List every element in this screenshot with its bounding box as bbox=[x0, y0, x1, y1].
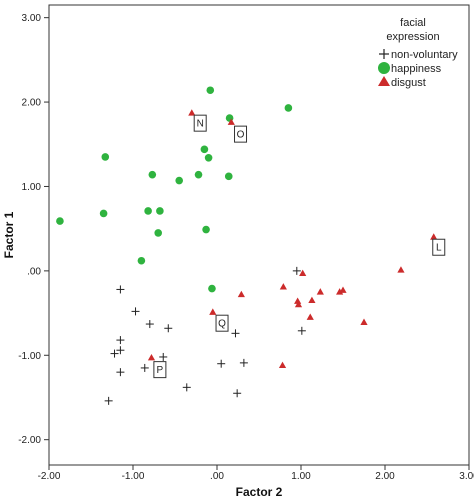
data-point bbox=[284, 104, 293, 112]
legend-plus-icon bbox=[379, 49, 389, 59]
data-point bbox=[159, 352, 168, 361]
data-points bbox=[56, 86, 438, 405]
data-point bbox=[206, 86, 215, 95]
data-point bbox=[131, 307, 140, 316]
y-tick-label: -1.00 bbox=[18, 351, 41, 362]
x-tick-label: -2.00 bbox=[38, 471, 61, 482]
data-point bbox=[182, 383, 191, 392]
annotation-label: Q bbox=[218, 319, 226, 330]
y-tick-label: -2.00 bbox=[18, 435, 41, 446]
data-point bbox=[224, 172, 233, 181]
data-point bbox=[308, 296, 316, 304]
data-point bbox=[299, 269, 307, 277]
data-point bbox=[217, 359, 226, 368]
data-point bbox=[101, 153, 110, 161]
annotation-box: N bbox=[193, 114, 207, 132]
legend-label: non-voluntary bbox=[391, 49, 458, 61]
data-point bbox=[209, 308, 217, 315]
data-point bbox=[294, 297, 302, 304]
x-axis-title: Factor 2 bbox=[236, 485, 283, 499]
data-point bbox=[144, 207, 152, 215]
annotation-label: L bbox=[436, 243, 442, 254]
legend-circle-icon bbox=[378, 62, 390, 74]
series-non-voluntary bbox=[104, 266, 306, 405]
series-happiness bbox=[56, 86, 293, 293]
series-disgust bbox=[147, 109, 438, 369]
data-point bbox=[227, 118, 235, 125]
legend-label: happiness bbox=[391, 63, 442, 75]
legend-entry: happiness bbox=[378, 62, 442, 75]
data-point bbox=[279, 283, 287, 290]
y-tick-label: 2.00 bbox=[22, 98, 42, 109]
data-point bbox=[294, 300, 303, 308]
data-point bbox=[147, 354, 156, 361]
data-point bbox=[292, 266, 301, 275]
plot-frame bbox=[48, 4, 470, 466]
y-tick-label: 3.00 bbox=[22, 13, 42, 24]
data-point bbox=[306, 313, 314, 320]
x-axis-ticks: -2.00 -1.00 .00 1.00 2.00 3.00 bbox=[38, 465, 474, 482]
legend-title-line-2: expression bbox=[386, 31, 439, 43]
data-point bbox=[116, 285, 125, 294]
data-point bbox=[148, 170, 157, 179]
data-point bbox=[297, 326, 306, 335]
data-point bbox=[202, 225, 210, 234]
data-point bbox=[156, 207, 164, 215]
data-point bbox=[154, 229, 162, 237]
legend-entry: non-voluntary bbox=[379, 49, 458, 61]
data-point bbox=[145, 320, 154, 329]
data-point bbox=[116, 368, 125, 377]
annotation-box: O bbox=[234, 125, 248, 143]
data-point bbox=[233, 389, 242, 398]
data-point bbox=[208, 284, 216, 293]
data-point bbox=[316, 288, 324, 295]
data-point bbox=[116, 346, 125, 355]
data-point bbox=[239, 358, 248, 367]
x-tick-label: 2.00 bbox=[375, 471, 395, 482]
annotation-box: Q bbox=[215, 314, 229, 332]
data-point bbox=[204, 153, 213, 162]
data-point bbox=[194, 170, 203, 179]
legend-triangle-icon bbox=[378, 76, 390, 86]
legend-label: disgust bbox=[391, 77, 426, 89]
x-tick-label: 3.00 bbox=[459, 471, 474, 482]
data-point bbox=[360, 318, 368, 325]
data-point bbox=[116, 336, 125, 345]
data-point bbox=[140, 363, 149, 372]
annotation-label: P bbox=[157, 365, 164, 376]
data-point bbox=[200, 145, 209, 154]
annotation-box: P bbox=[153, 361, 167, 379]
data-point bbox=[237, 290, 245, 298]
point-annotations: N O L Q P bbox=[153, 114, 446, 379]
data-point bbox=[278, 361, 287, 369]
data-point bbox=[137, 256, 146, 265]
x-tick-label: -1.00 bbox=[122, 471, 145, 482]
y-axis-ticks: -2.00 -1.00 .00 1.00 2.00 3.00 bbox=[18, 13, 49, 446]
data-point bbox=[231, 329, 240, 338]
legend-entry: disgust bbox=[378, 76, 426, 89]
y-tick-label: .00 bbox=[27, 266, 41, 277]
data-point bbox=[430, 233, 438, 240]
x-tick-label: 1.00 bbox=[291, 471, 311, 482]
y-axis-title: Factor 1 bbox=[2, 211, 16, 258]
data-point bbox=[339, 286, 347, 293]
data-point bbox=[99, 209, 108, 218]
data-point bbox=[56, 217, 64, 225]
x-tick-label: .00 bbox=[210, 471, 224, 482]
legend: facial expression non-voluntary happiness… bbox=[378, 17, 458, 89]
y-tick-label: 1.00 bbox=[22, 182, 42, 193]
annotation-label: N bbox=[197, 119, 204, 130]
legend-title-line-1: facial bbox=[400, 17, 426, 29]
data-point bbox=[397, 266, 405, 273]
annotation-label: O bbox=[237, 130, 245, 141]
data-point bbox=[110, 349, 119, 358]
data-point bbox=[164, 324, 173, 333]
data-point bbox=[104, 396, 113, 405]
data-point bbox=[336, 288, 344, 295]
annotation-box: L bbox=[432, 238, 446, 256]
data-point bbox=[175, 176, 183, 185]
data-point bbox=[188, 109, 196, 116]
axes bbox=[48, 4, 470, 466]
